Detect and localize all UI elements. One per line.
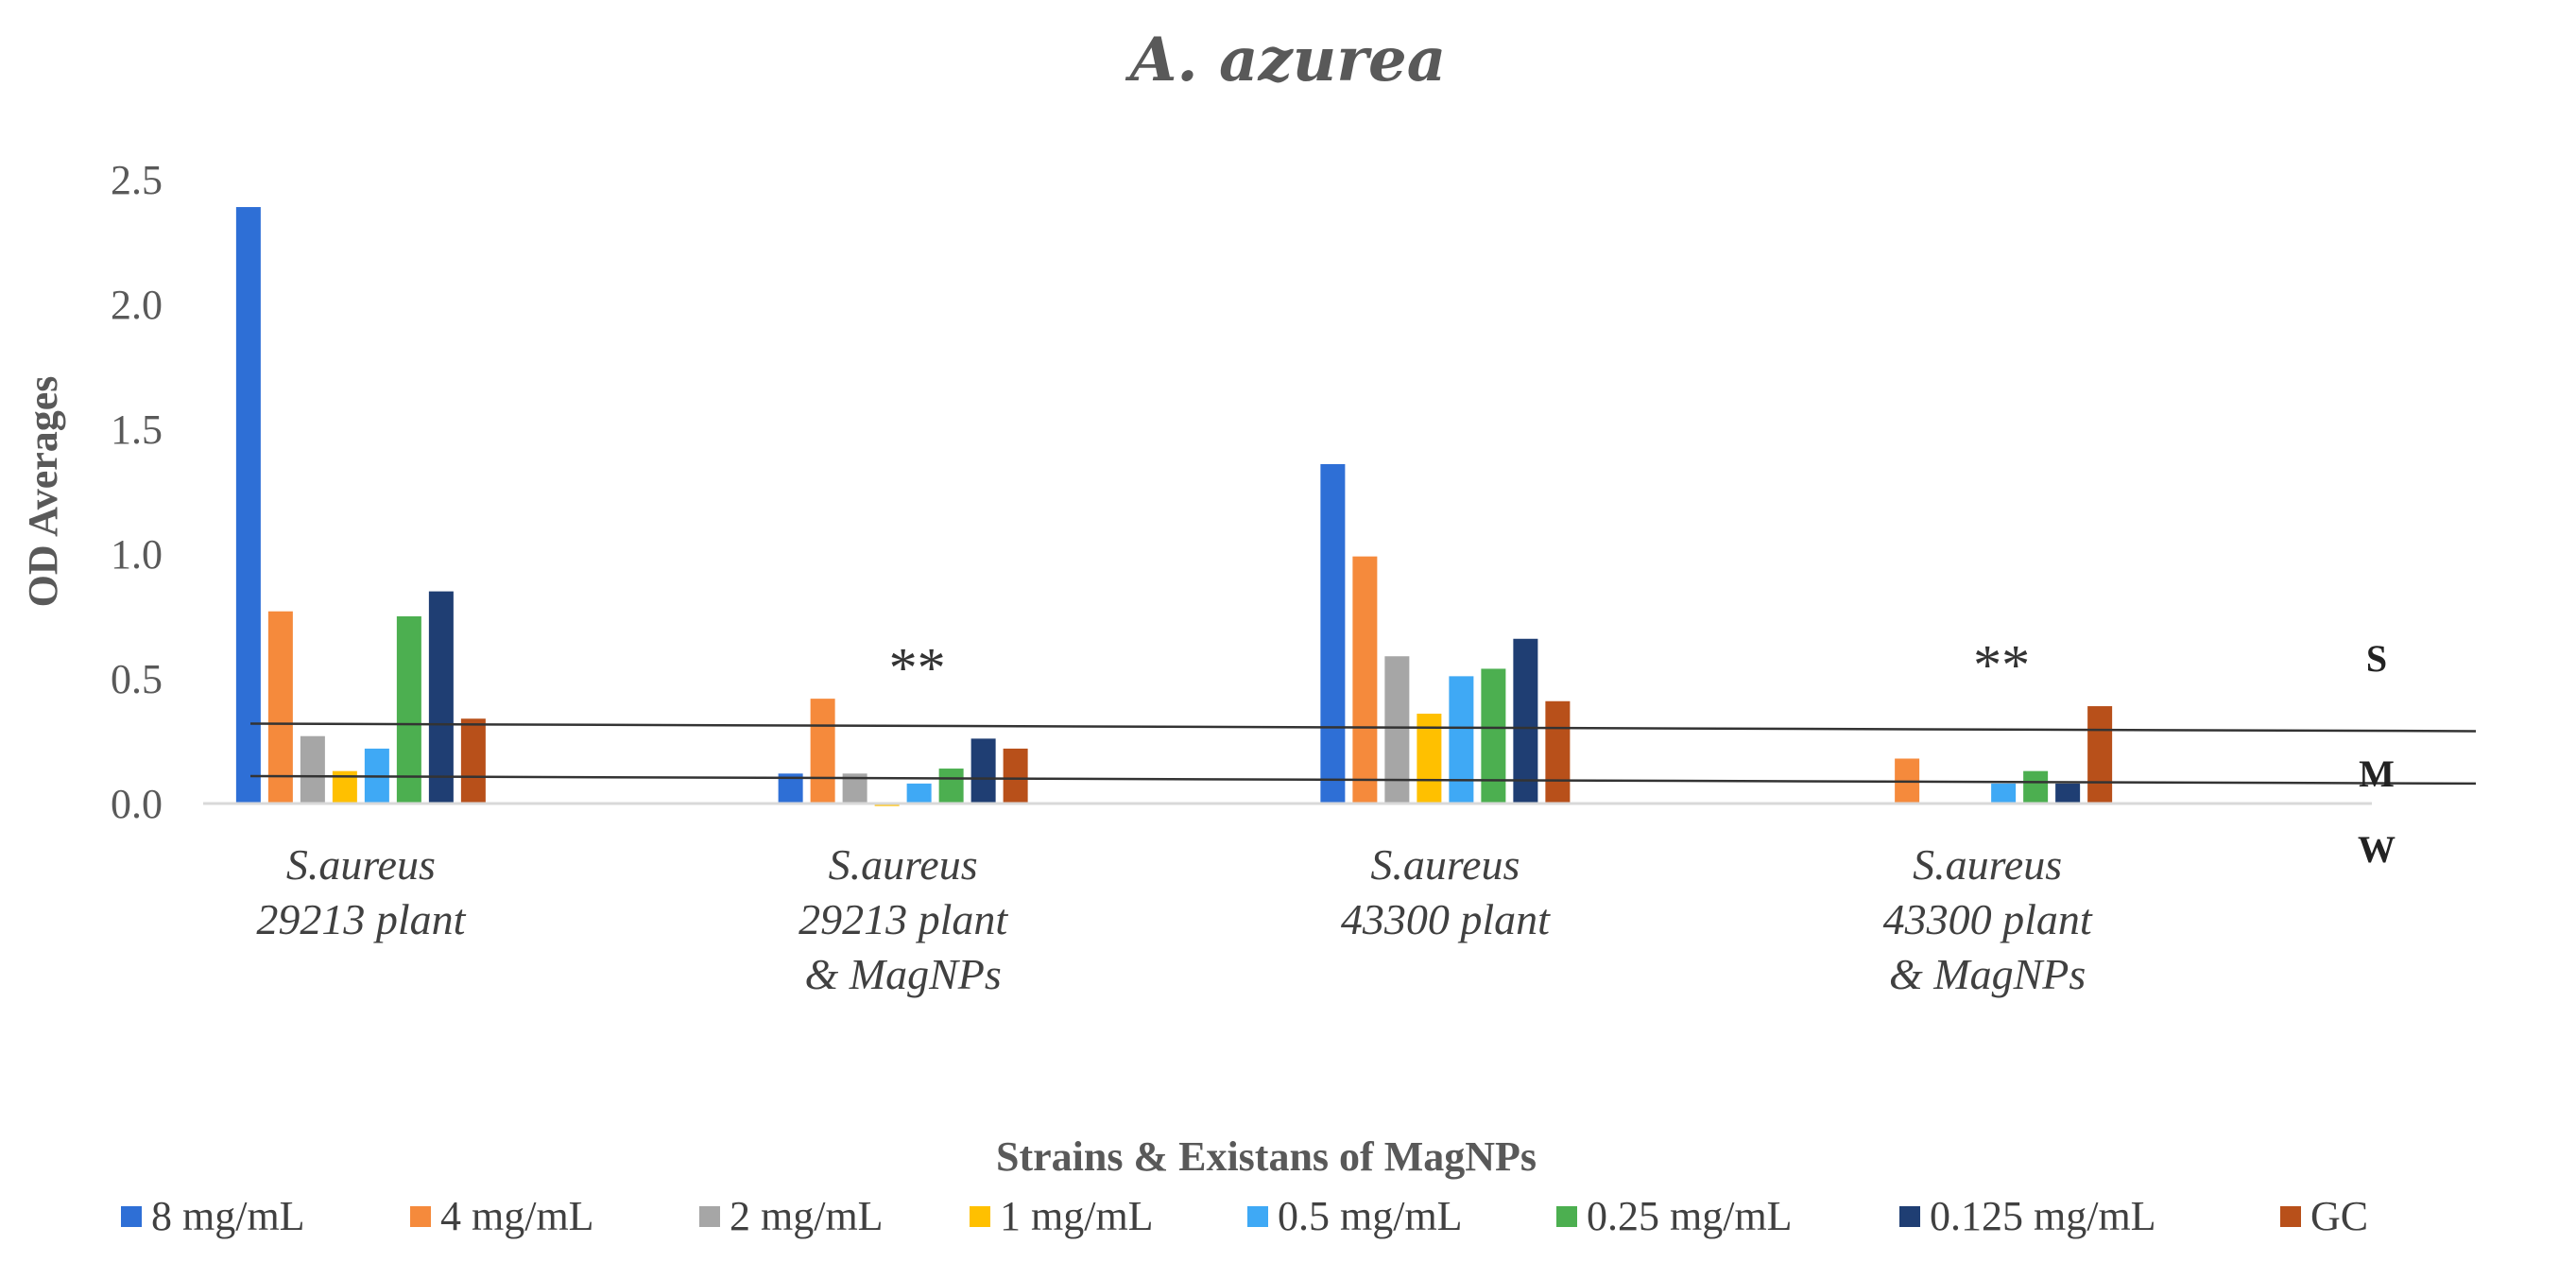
bar	[1003, 748, 1028, 804]
significance-label: **	[1973, 634, 2030, 697]
zone-labels: S MW	[2358, 637, 2396, 871]
bar	[1320, 463, 1346, 804]
legend: 8 mg/mL 4 mg/mL 2 mg/mL 1 mg/mL 0.5 mg/mL 0.2…	[121, 1193, 2368, 1239]
bar	[2023, 770, 2049, 804]
x-axis-title: Strains & Existans of MagNPs	[996, 1133, 1537, 1180]
bar	[1449, 676, 1474, 804]
x-axis-categories: S.aureus 29213 plant S.aureus 29213 plant & …	[256, 840, 2093, 998]
legend-swatch	[1556, 1206, 1577, 1227]
bar	[2087, 706, 2113, 804]
bar	[267, 611, 293, 804]
legend-label: 4 mg/mL	[440, 1193, 594, 1239]
legend-swatch	[699, 1206, 720, 1227]
legend-label: 0.125 mg/mL	[1930, 1193, 2156, 1239]
legend-label: 1 mg/mL	[1000, 1193, 1154, 1239]
bar	[970, 738, 996, 804]
cutoff-lines	[249, 722, 2477, 786]
y-tick-label: 0.5	[111, 656, 163, 702]
category-label: S.aureus 43300 plant	[1341, 840, 1551, 943]
bar	[2055, 783, 2081, 804]
bar	[1384, 656, 1410, 804]
legend-swatch	[1899, 1206, 1920, 1227]
y-tick-label: 2.0	[111, 282, 163, 328]
legend-swatch	[2280, 1206, 2301, 1227]
bar	[1481, 668, 1506, 804]
bar	[428, 591, 454, 804]
bars	[235, 207, 2113, 806]
legend-swatch	[1247, 1206, 1268, 1227]
bar	[1352, 556, 1378, 804]
zone-label: W	[2358, 828, 2396, 871]
y-tick-label: 1.5	[111, 406, 163, 453]
y-tick-label: 1.0	[111, 531, 163, 578]
cutoff-line	[249, 722, 2477, 733]
bar	[460, 718, 486, 804]
y-axis-title: OD Averages	[20, 376, 66, 608]
annotations: ** **	[889, 634, 2031, 700]
legend-swatch	[410, 1206, 431, 1227]
bar	[300, 735, 325, 804]
bar	[906, 783, 932, 804]
category-label: S.aureus 29213 plant & MagNPs	[799, 840, 1008, 998]
legend-label: GC	[2310, 1193, 2368, 1239]
bar	[1991, 783, 2017, 804]
chart-title: A. azurea	[1125, 25, 1446, 95]
category-label: S.aureus 29213 plant	[256, 840, 466, 943]
legend-swatch	[970, 1206, 990, 1227]
bar	[1513, 638, 1538, 804]
y-tick-label: 0.0	[111, 781, 163, 827]
bar	[1545, 700, 1571, 804]
legend-label: 0.5 mg/mL	[1278, 1193, 1463, 1239]
cutoff-line	[249, 774, 2477, 786]
y-axis: 0.0 0.5 1.0 1.5 2.0 2.5	[111, 157, 163, 827]
bar	[396, 616, 421, 804]
zone-label: S	[2366, 637, 2387, 680]
legend-label: 0.25 mg/mL	[1587, 1193, 1793, 1239]
bar	[235, 207, 261, 804]
significance-label: **	[889, 636, 946, 699]
legend-label: 2 mg/mL	[730, 1193, 884, 1239]
bar	[810, 699, 835, 804]
legend-label: 8 mg/mL	[151, 1193, 305, 1239]
category-label: S.aureus 43300 plant & MagNPs	[1883, 840, 2093, 998]
zone-label: M	[2359, 752, 2395, 795]
legend-swatch	[121, 1206, 142, 1227]
y-tick-label: 2.5	[111, 157, 163, 203]
bar	[938, 769, 964, 804]
